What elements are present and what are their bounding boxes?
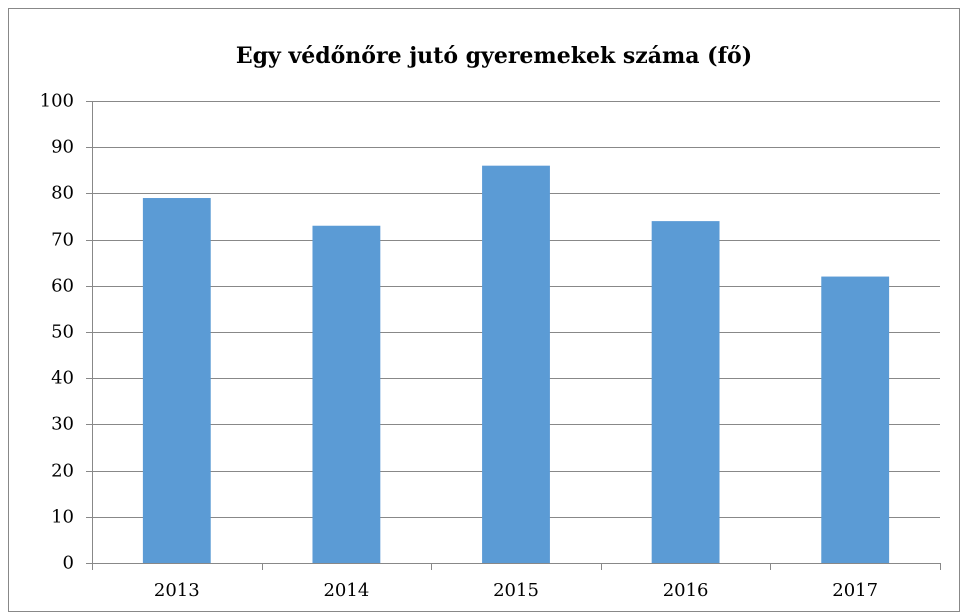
y-tick-label: 80 bbox=[51, 183, 74, 204]
x-tick-label: 2017 bbox=[832, 580, 878, 601]
x-tick-label: 2016 bbox=[663, 580, 709, 601]
bar bbox=[651, 221, 720, 563]
bar bbox=[821, 276, 890, 563]
x-tick-label: 2013 bbox=[154, 580, 200, 601]
x-tick-label: 2015 bbox=[493, 580, 539, 601]
y-tick-label: 40 bbox=[51, 368, 74, 389]
y-tick-label: 30 bbox=[51, 414, 74, 435]
y-tick-label: 70 bbox=[51, 230, 74, 251]
y-tick-label: 20 bbox=[51, 461, 74, 482]
bar bbox=[142, 198, 211, 563]
y-tick-label: 90 bbox=[51, 137, 74, 158]
chart-title: Egy védőnőre jutó gyeremekek száma (fő) bbox=[236, 43, 752, 69]
y-tick-label: 10 bbox=[51, 507, 74, 528]
y-tick-label: 100 bbox=[40, 91, 74, 112]
y-tick-label: 60 bbox=[51, 276, 74, 297]
y-tick-label: 0 bbox=[63, 553, 74, 574]
bar bbox=[312, 225, 381, 564]
bar bbox=[482, 165, 550, 563]
y-tick-label: 50 bbox=[51, 322, 74, 343]
x-tick-label: 2014 bbox=[323, 580, 369, 601]
